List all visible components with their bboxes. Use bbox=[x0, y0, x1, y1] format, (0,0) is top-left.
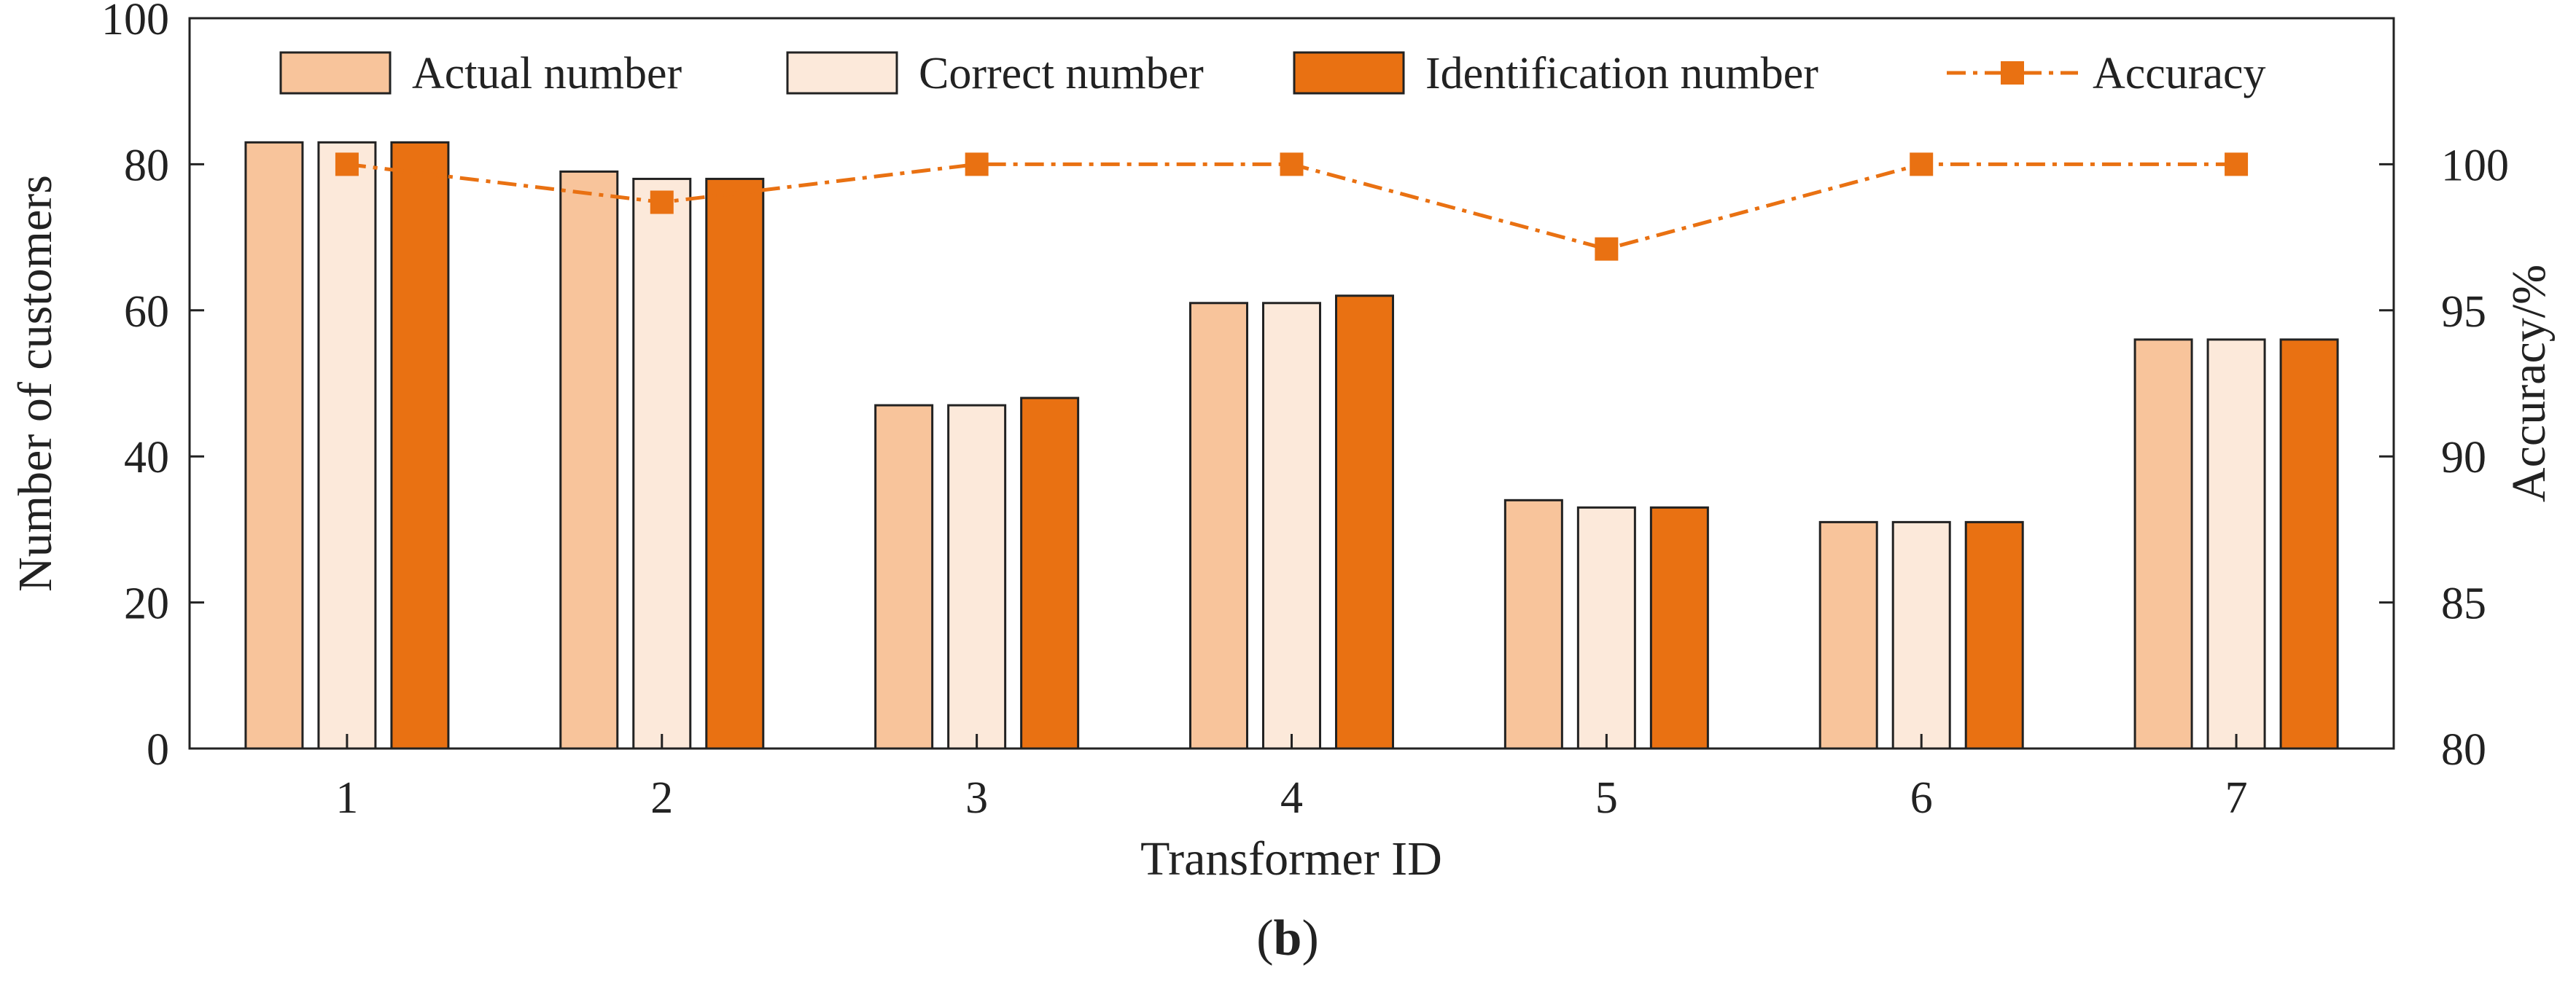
accuracy-line-group bbox=[335, 152, 2249, 261]
y-tick-label-80: 80 bbox=[124, 141, 169, 190]
y-axis-right-title: Accuracy/% bbox=[2502, 265, 2556, 502]
accuracy-point-1 bbox=[335, 152, 359, 176]
bar-3-3 bbox=[1020, 396, 1080, 750]
x-tick-label-7: 7 bbox=[2225, 773, 2248, 823]
bar-2-5 bbox=[1576, 506, 1636, 750]
bars-group bbox=[244, 141, 2339, 750]
caption-close: ) bbox=[1301, 910, 1318, 966]
x-axis-title: Transformer ID bbox=[1140, 832, 1442, 886]
y-right-tick-label-90: 90 bbox=[2441, 433, 2486, 482]
legend-swatch-3 bbox=[1293, 51, 1405, 95]
accuracy-point-6 bbox=[1910, 152, 1934, 176]
bar-2-6 bbox=[1891, 520, 1951, 750]
legend: Actual number Correct number Identificatio… bbox=[279, 49, 2266, 98]
bar-2-7 bbox=[2206, 338, 2266, 750]
bar-1-1 bbox=[244, 141, 304, 750]
caption-open: ( bbox=[1256, 910, 1273, 966]
legend-label-3: Identification number bbox=[1425, 49, 1818, 98]
left-axis-ticks: 0 20 40 60 80 100 bbox=[101, 0, 204, 775]
x-tick-label-4: 4 bbox=[1280, 773, 1303, 823]
legend-swatch-1 bbox=[279, 51, 392, 95]
bar-3-6 bbox=[1964, 520, 2024, 750]
accuracy-point-7 bbox=[2225, 152, 2249, 176]
accuracy-point-4 bbox=[1280, 152, 1304, 176]
bar-3-4 bbox=[1335, 294, 1394, 750]
bar-3-2 bbox=[705, 177, 765, 750]
bar-2-3 bbox=[947, 404, 1007, 750]
bar-3-7 bbox=[2279, 338, 2339, 750]
legend-swatch-2 bbox=[786, 51, 898, 95]
legend-label-2: Correct number bbox=[919, 49, 1204, 98]
bar-2-2 bbox=[632, 177, 692, 750]
bar-3-1 bbox=[390, 141, 450, 750]
accuracy-point-2 bbox=[650, 190, 674, 214]
y-tick-label-60: 60 bbox=[124, 287, 169, 337]
bar-1-2 bbox=[559, 170, 619, 750]
bar-1-5 bbox=[1503, 499, 1563, 750]
legend-label-accuracy: Accuracy bbox=[2093, 49, 2266, 98]
y-tick-label-20: 20 bbox=[124, 579, 169, 629]
accuracy-line bbox=[346, 162, 2237, 251]
x-tick-label-5: 5 bbox=[1595, 773, 1618, 823]
bar-2-4 bbox=[1262, 302, 1321, 750]
y-right-tick-label-95: 95 bbox=[2441, 287, 2486, 337]
accuracy-point-3 bbox=[965, 152, 989, 176]
accuracy-point-5 bbox=[1595, 237, 1619, 261]
right-axis-ticks: 80 85 90 95 100 bbox=[2379, 141, 2509, 775]
legend-accuracy-marker bbox=[2001, 61, 2024, 85]
bar-1-6 bbox=[1818, 520, 1878, 750]
y-right-tick-label-80: 80 bbox=[2441, 725, 2486, 775]
x-tick-label-6: 6 bbox=[1910, 773, 1933, 823]
legend-label-1: Actual number bbox=[412, 49, 682, 98]
bar-1-3 bbox=[874, 404, 934, 750]
caption-letter: b bbox=[1274, 910, 1302, 966]
y-tick-label-0: 0 bbox=[147, 725, 169, 775]
bar-2-1 bbox=[317, 141, 377, 750]
bar-3-5 bbox=[1649, 506, 1709, 750]
figure-caption: (b) bbox=[1256, 910, 1319, 966]
y-tick-label-100: 100 bbox=[101, 0, 169, 44]
x-tick-label-3: 3 bbox=[965, 773, 988, 823]
y-right-tick-label-85: 85 bbox=[2441, 579, 2486, 629]
y-tick-label-40: 40 bbox=[124, 433, 169, 482]
bar-1-7 bbox=[2133, 338, 2193, 750]
y-right-tick-label-100: 100 bbox=[2441, 141, 2509, 190]
x-tick-label-1: 1 bbox=[335, 773, 358, 823]
x-tick-label-2: 2 bbox=[650, 773, 673, 823]
x-axis-ticks: 1 2 3 4 5 6 7 bbox=[335, 734, 2248, 823]
y-axis-title: Number of customers bbox=[9, 175, 62, 592]
bar-1-4 bbox=[1189, 302, 1248, 750]
